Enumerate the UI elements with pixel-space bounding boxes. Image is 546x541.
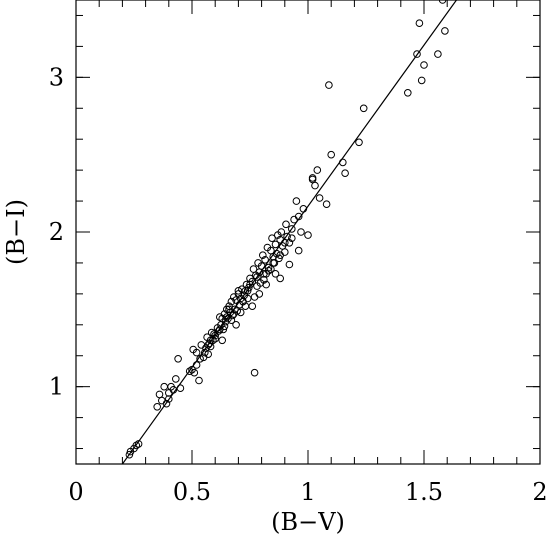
data-point	[315, 194, 324, 202]
x-tick-label: 1	[300, 478, 315, 506]
data-point	[264, 263, 273, 272]
data-point	[325, 81, 333, 89]
data-point	[260, 270, 268, 278]
y-tick-label: 3	[49, 63, 64, 91]
data-point	[192, 348, 201, 357]
data-point	[218, 336, 226, 345]
data-point	[417, 76, 426, 85]
data-point	[231, 305, 239, 314]
data-point	[413, 50, 421, 58]
data-point	[216, 325, 224, 334]
data-point	[125, 450, 134, 459]
data-point	[308, 174, 317, 182]
data-point	[185, 367, 194, 376]
data-point	[227, 297, 236, 306]
data-point	[271, 270, 280, 278]
x-tick-label: 1.5	[405, 478, 443, 506]
data-point	[253, 273, 261, 281]
data-point	[297, 228, 305, 236]
data-point	[415, 19, 424, 28]
data-point	[241, 302, 250, 311]
data-point	[155, 390, 164, 399]
data-point	[294, 246, 303, 255]
data-point	[158, 396, 166, 405]
data-point	[420, 61, 428, 69]
data-points	[125, 0, 449, 459]
data-point	[308, 175, 317, 184]
data-point	[211, 331, 219, 340]
data-point	[232, 321, 240, 329]
x-tick-label: 2	[532, 478, 546, 506]
data-point	[248, 302, 257, 311]
data-point	[162, 399, 171, 408]
x-axis-title: (B−V)	[271, 508, 345, 536]
data-point	[271, 240, 280, 249]
data-point	[246, 280, 254, 289]
data-point	[285, 239, 294, 247]
data-point	[327, 150, 336, 159]
data-point	[234, 287, 243, 295]
data-point	[261, 256, 269, 264]
y-tick-label: 1	[49, 373, 64, 401]
x-tick-label: 0.5	[173, 478, 211, 506]
y-axis-title: (B−I)	[2, 199, 30, 265]
data-point	[359, 104, 368, 113]
tick-labels: 0 0.5 1 1.5 2 1 2 3	[49, 63, 546, 506]
data-point	[160, 382, 168, 391]
data-point	[206, 336, 215, 345]
data-point	[313, 166, 322, 174]
data-point	[255, 290, 264, 298]
data-point	[355, 138, 363, 147]
data-point	[276, 274, 285, 283]
data-point	[441, 27, 449, 35]
fit-line-group	[121, 0, 457, 465]
data-point	[259, 251, 267, 259]
data-point	[288, 234, 296, 242]
data-point	[197, 341, 206, 349]
fit-line	[121, 0, 457, 465]
data-point	[341, 169, 349, 177]
data-point	[190, 368, 199, 377]
data-point	[195, 376, 203, 385]
data-point	[282, 220, 290, 229]
data-point	[292, 197, 301, 205]
data-point	[250, 368, 259, 377]
data-point	[268, 234, 276, 242]
data-point	[277, 228, 286, 236]
data-point	[225, 305, 233, 314]
data-point	[285, 260, 294, 269]
data-point	[204, 341, 212, 349]
data-point	[204, 350, 212, 359]
data-point	[236, 308, 245, 317]
data-point	[172, 375, 180, 383]
data-point	[311, 181, 319, 190]
data-point	[267, 265, 275, 273]
data-point	[438, 0, 447, 4]
data-point	[262, 280, 271, 289]
ticks	[75, 0, 541, 464]
x-tick-label: 0	[68, 478, 83, 506]
data-point	[174, 355, 182, 363]
data-point	[132, 441, 141, 450]
data-point	[250, 293, 259, 301]
data-point	[227, 316, 236, 325]
data-point	[153, 403, 161, 411]
data-point	[281, 248, 289, 256]
data-point	[288, 225, 296, 233]
data-point	[404, 89, 412, 97]
data-point	[276, 251, 285, 259]
data-point	[434, 50, 442, 58]
y-tick-label: 2	[49, 218, 64, 246]
data-point	[304, 231, 312, 239]
data-point	[322, 200, 331, 208]
